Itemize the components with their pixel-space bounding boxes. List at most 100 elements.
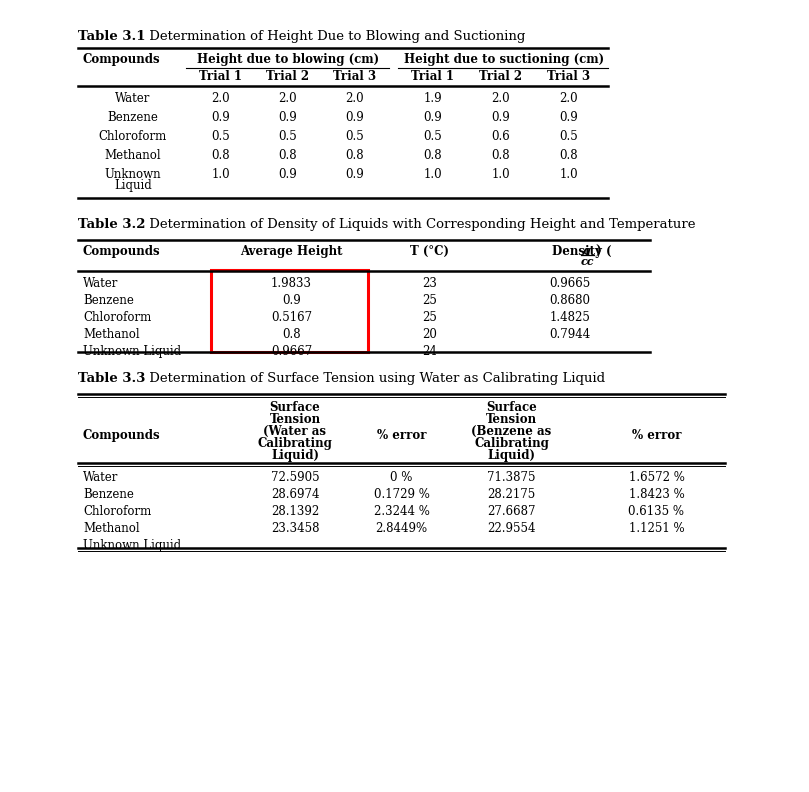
Text: Water: Water	[83, 277, 118, 290]
Text: 0.9: 0.9	[282, 294, 301, 307]
Text: 20: 20	[422, 328, 438, 341]
Text: (Water as: (Water as	[264, 425, 327, 438]
Text: Trial 3: Trial 3	[548, 70, 591, 83]
Text: Water: Water	[83, 471, 118, 484]
Text: 0.8: 0.8	[212, 149, 231, 162]
Text: 71.3875: 71.3875	[487, 471, 536, 484]
Text: Liquid: Liquid	[114, 179, 152, 192]
Text: ): )	[592, 245, 602, 258]
Text: 24: 24	[422, 345, 438, 358]
Text: 1.0: 1.0	[492, 168, 510, 181]
Text: 0.9: 0.9	[278, 168, 298, 181]
Text: 0.8: 0.8	[492, 149, 510, 162]
Text: Surface: Surface	[269, 401, 320, 414]
Text: 1.6572 %: 1.6572 %	[629, 471, 684, 484]
Text: cc: cc	[580, 256, 594, 267]
Text: Table 3.2: Table 3.2	[78, 218, 146, 231]
Text: 0.8: 0.8	[345, 149, 364, 162]
Text: Tension: Tension	[269, 413, 320, 426]
Text: Height due to suctioning (cm): Height due to suctioning (cm)	[404, 53, 604, 66]
Text: 0.5: 0.5	[212, 130, 231, 143]
Bar	[211, 270, 368, 352]
Text: Density (: Density (	[552, 245, 616, 258]
Text: Trial 2: Trial 2	[480, 70, 523, 83]
Text: 0.9: 0.9	[345, 111, 364, 124]
Text: 0.9: 0.9	[492, 111, 510, 124]
Text: Surface: Surface	[486, 401, 537, 414]
Text: 0.9: 0.9	[424, 111, 443, 124]
Text: 2.0: 2.0	[492, 92, 510, 105]
Text: 28.1392: 28.1392	[271, 505, 319, 518]
Text: 0.8680: 0.8680	[549, 294, 591, 307]
Text: % error: % error	[632, 429, 681, 442]
Text: 1.1251 %: 1.1251 %	[629, 522, 684, 535]
Text: Benzene: Benzene	[83, 294, 133, 307]
Text: 2.0: 2.0	[560, 92, 578, 105]
Text: 0.6135 %: 0.6135 %	[629, 505, 684, 518]
Text: 1.9: 1.9	[424, 92, 443, 105]
Text: 0.5: 0.5	[424, 130, 443, 143]
Text: 0.5: 0.5	[560, 130, 578, 143]
Text: 1.0: 1.0	[560, 168, 578, 181]
Text: 72.5905: 72.5905	[271, 471, 320, 484]
Text: 0.5: 0.5	[278, 130, 298, 143]
Text: 0 %: 0 %	[390, 471, 413, 484]
Text: 0.1729 %: 0.1729 %	[374, 488, 430, 501]
Text: Compounds: Compounds	[83, 245, 161, 258]
Text: 0.8: 0.8	[282, 328, 301, 341]
Text: 2.0: 2.0	[212, 92, 231, 105]
Text: 25: 25	[422, 294, 438, 307]
Text: 23: 23	[422, 277, 438, 290]
Text: 25: 25	[422, 311, 438, 324]
Text: Trial 3: Trial 3	[333, 70, 376, 83]
Text: 0.8: 0.8	[278, 149, 298, 162]
Text: Unknown: Unknown	[104, 168, 161, 181]
Text: 2.8449%: 2.8449%	[375, 522, 428, 535]
Text: Chloroform: Chloroform	[83, 505, 151, 518]
Text: 1.0: 1.0	[212, 168, 231, 181]
Text: Table 3.1: Table 3.1	[78, 30, 146, 43]
Text: 23.3458: 23.3458	[271, 522, 320, 535]
Text: 0.6: 0.6	[492, 130, 510, 143]
Text: Height due to blowing (cm): Height due to blowing (cm)	[197, 53, 379, 66]
Text: 0.9: 0.9	[278, 111, 298, 124]
Text: 0.9665: 0.9665	[549, 277, 591, 290]
Text: 1.0: 1.0	[424, 168, 443, 181]
Text: Determination of Height Due to Blowing and Suctioning: Determination of Height Due to Blowing a…	[146, 30, 526, 43]
Text: % error: % error	[377, 429, 426, 442]
Text: Methanol: Methanol	[104, 149, 161, 162]
Text: 0.5167: 0.5167	[271, 311, 312, 324]
Text: Determination of Surface Tension using Water as Calibrating Liquid: Determination of Surface Tension using W…	[146, 372, 605, 385]
Text: Methanol: Methanol	[83, 328, 140, 341]
Text: Calibrating: Calibrating	[474, 437, 549, 450]
Text: 1.4825: 1.4825	[549, 311, 591, 324]
Text: 22.9554: 22.9554	[487, 522, 536, 535]
Text: Compounds: Compounds	[83, 53, 161, 66]
Text: 28.6974: 28.6974	[271, 488, 320, 501]
Text: Unknown Liquid: Unknown Liquid	[83, 539, 181, 552]
Text: Compounds: Compounds	[83, 429, 161, 442]
Text: 27.6687: 27.6687	[487, 505, 536, 518]
Text: Calibrating: Calibrating	[257, 437, 332, 450]
Text: Chloroform: Chloroform	[83, 311, 151, 324]
Text: T (°C): T (°C)	[410, 245, 450, 258]
Text: 2.0: 2.0	[278, 92, 298, 105]
Text: 0.9667: 0.9667	[271, 345, 312, 358]
Text: 0.7944: 0.7944	[549, 328, 591, 341]
Text: Liquid): Liquid)	[488, 449, 536, 462]
Text: 0.9: 0.9	[560, 111, 578, 124]
Text: Trial 1: Trial 1	[412, 70, 455, 83]
Text: 0.5: 0.5	[345, 130, 364, 143]
Text: 1.8423 %: 1.8423 %	[629, 488, 684, 501]
Text: Water: Water	[116, 92, 150, 105]
Text: (Benzene as: (Benzene as	[472, 425, 552, 438]
Text: Trial 1: Trial 1	[200, 70, 243, 83]
Text: Liquid): Liquid)	[271, 449, 319, 462]
Text: Average Height: Average Height	[240, 245, 343, 258]
Text: 0.9: 0.9	[212, 111, 231, 124]
Text: 0.8: 0.8	[424, 149, 443, 162]
Text: g: g	[583, 245, 591, 256]
Text: Table 3.3: Table 3.3	[78, 372, 146, 385]
Text: Trial 2: Trial 2	[266, 70, 310, 83]
Text: Chloroform: Chloroform	[99, 130, 167, 143]
